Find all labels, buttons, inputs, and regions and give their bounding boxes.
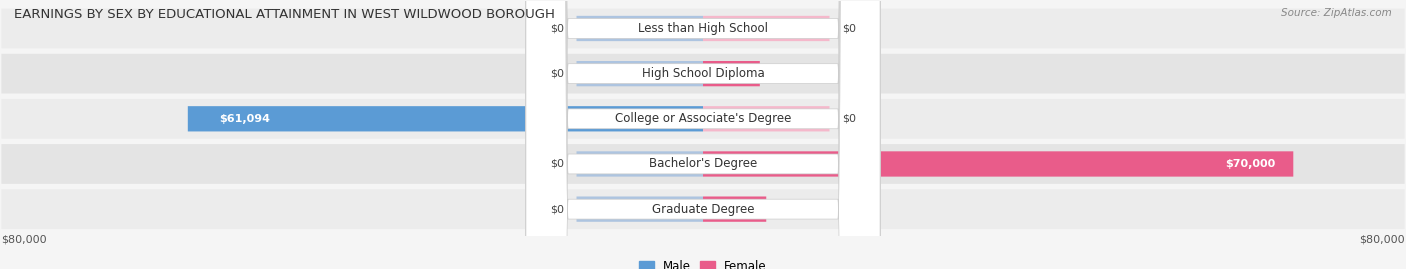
FancyBboxPatch shape (703, 61, 759, 86)
FancyBboxPatch shape (526, 0, 880, 269)
FancyBboxPatch shape (576, 196, 703, 222)
Text: $70,000: $70,000 (1226, 159, 1275, 169)
FancyBboxPatch shape (1, 9, 1405, 48)
FancyBboxPatch shape (576, 151, 703, 177)
Text: $0: $0 (550, 69, 564, 79)
FancyBboxPatch shape (703, 151, 1294, 177)
FancyBboxPatch shape (1, 54, 1405, 94)
FancyBboxPatch shape (703, 196, 766, 222)
FancyBboxPatch shape (526, 0, 880, 269)
Text: $0: $0 (842, 23, 856, 33)
Text: $7,500: $7,500 (721, 204, 765, 214)
Text: EARNINGS BY SEX BY EDUCATIONAL ATTAINMENT IN WEST WILDWOOD BOROUGH: EARNINGS BY SEX BY EDUCATIONAL ATTAINMEN… (14, 8, 555, 21)
Legend: Male, Female: Male, Female (640, 260, 766, 269)
Text: $0: $0 (550, 159, 564, 169)
Text: College or Associate's Degree: College or Associate's Degree (614, 112, 792, 125)
Text: $0: $0 (550, 23, 564, 33)
Text: Bachelor's Degree: Bachelor's Degree (650, 157, 756, 171)
Text: $0: $0 (550, 204, 564, 214)
Text: Graduate Degree: Graduate Degree (652, 203, 754, 216)
Text: High School Diploma: High School Diploma (641, 67, 765, 80)
Text: Source: ZipAtlas.com: Source: ZipAtlas.com (1281, 8, 1392, 18)
FancyBboxPatch shape (576, 16, 703, 41)
FancyBboxPatch shape (1, 189, 1405, 229)
Text: $80,000: $80,000 (1360, 234, 1405, 245)
Text: $61,094: $61,094 (219, 114, 270, 124)
FancyBboxPatch shape (1, 99, 1405, 139)
FancyBboxPatch shape (526, 0, 880, 269)
FancyBboxPatch shape (703, 106, 830, 132)
FancyBboxPatch shape (526, 0, 880, 269)
Text: $80,000: $80,000 (1, 234, 46, 245)
Text: $0: $0 (842, 114, 856, 124)
FancyBboxPatch shape (526, 0, 880, 269)
FancyBboxPatch shape (188, 106, 703, 132)
FancyBboxPatch shape (576, 61, 703, 86)
Text: $6,739: $6,739 (716, 69, 758, 79)
Text: Less than High School: Less than High School (638, 22, 768, 35)
FancyBboxPatch shape (1, 144, 1405, 184)
FancyBboxPatch shape (703, 16, 830, 41)
